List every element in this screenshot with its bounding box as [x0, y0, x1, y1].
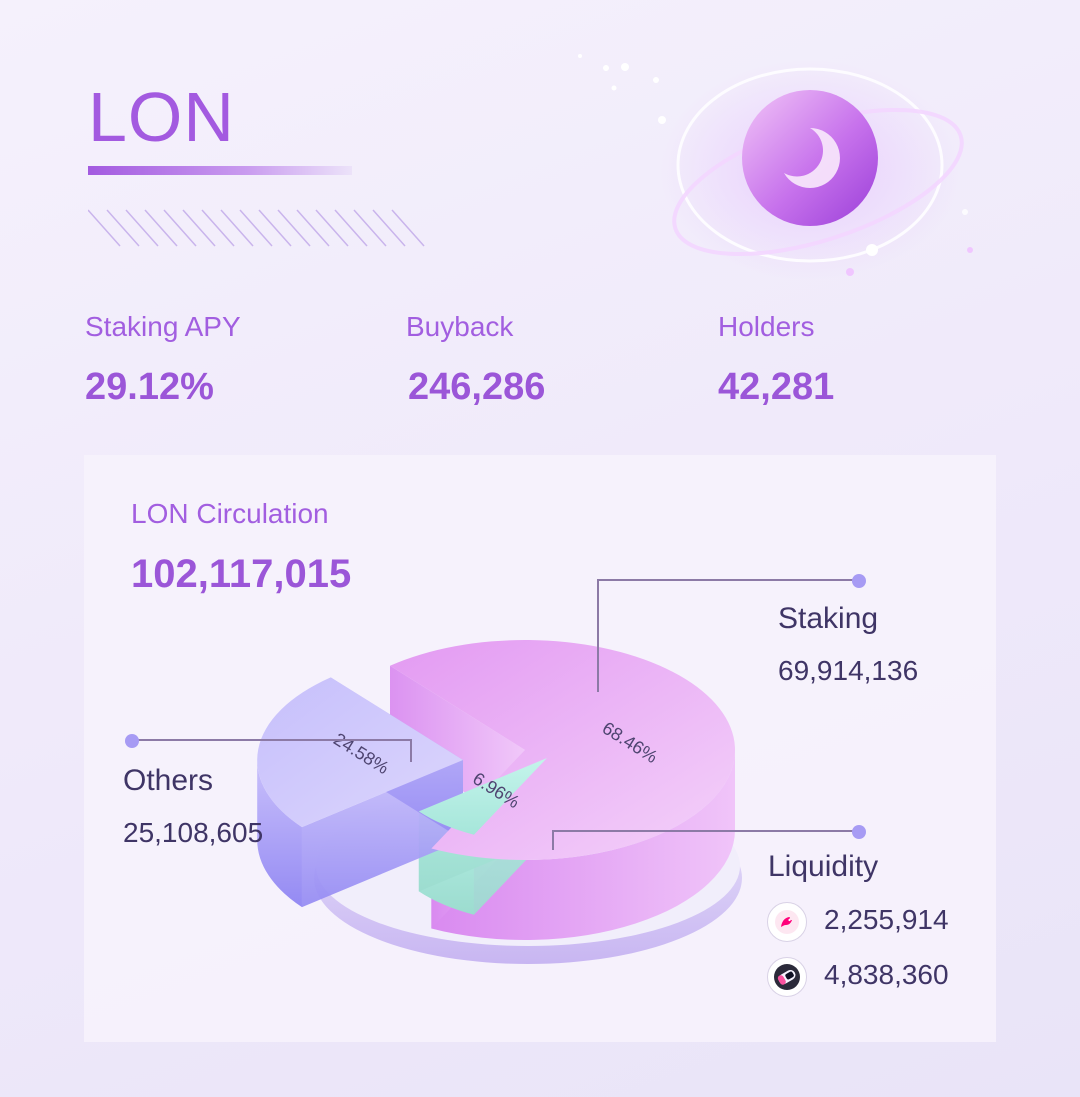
hatch-decoration [88, 209, 425, 247]
page-title: LON [88, 78, 235, 156]
legend-staking-name: Staking [778, 602, 879, 635]
sushiswap-icon [767, 957, 807, 997]
stat-value-staking-apy: 29.12% [85, 366, 214, 408]
legend-liquidity-name: Liquidity [768, 850, 879, 883]
uniswap-icon [767, 902, 807, 942]
legend-others-value: 25,108,605 [123, 817, 264, 848]
leader-line-liquidity [552, 830, 858, 850]
pie-slice-liquidity [418, 758, 547, 835]
circulation-value: 102,117,015 [131, 552, 352, 596]
stat-label-buyback: Buyback [406, 311, 514, 342]
lon-logo-icon [658, 60, 973, 280]
leader-dot-staking [852, 574, 866, 588]
liquidity-uniswap-value: 2,255,914 [824, 904, 949, 935]
sparkle-decoration [578, 54, 659, 91]
pie-slice-others-wall [257, 760, 302, 908]
leader-line-staking [597, 579, 858, 692]
stat-label-staking-apy: Staking APY [85, 311, 241, 342]
leader-line-others [132, 739, 412, 762]
pie-slice-staking-wall [431, 750, 735, 940]
leader-dot-liquidity [852, 825, 866, 839]
legend-others-name: Others [123, 764, 214, 797]
legend-staking-value: 69,914,136 [778, 655, 919, 686]
stat-value-buyback: 246,286 [408, 366, 546, 408]
pie-slice-others [257, 677, 463, 828]
title-underline [88, 166, 352, 175]
leader-dot-others [125, 734, 139, 748]
liquidity-sushiswap-value: 4,838,360 [824, 959, 949, 990]
circulation-label: LON Circulation [131, 498, 329, 529]
stat-label-holders: Holders [718, 311, 815, 342]
stat-value-holders: 42,281 [718, 366, 835, 408]
